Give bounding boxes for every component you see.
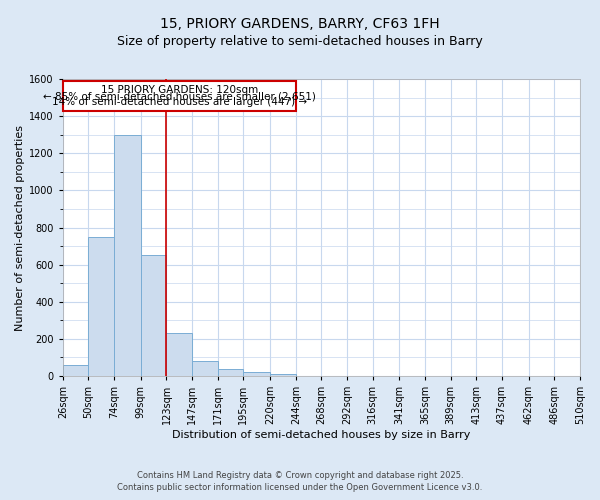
Bar (88, 237, 114, 376)
Bar (63, 365, 88, 376)
Text: 14% of semi-detached houses are larger (447) →: 14% of semi-detached houses are larger (… (52, 96, 307, 106)
Bar (244, 372, 270, 376)
Bar (141, 256, 166, 376)
Text: ← 85% of semi-detached houses are smaller (2,651): ← 85% of semi-detached houses are smalle… (43, 91, 316, 101)
Bar (192, 361, 218, 376)
Y-axis label: Number of semi-detached properties: Number of semi-detached properties (15, 124, 25, 330)
Text: Contains HM Land Registry data © Crown copyright and database right 2025.
Contai: Contains HM Land Registry data © Crown c… (118, 471, 482, 492)
Text: 15 PRIORY GARDENS: 120sqm: 15 PRIORY GARDENS: 120sqm (101, 84, 258, 94)
Text: 15, PRIORY GARDENS, BARRY, CF63 1FH: 15, PRIORY GARDENS, BARRY, CF63 1FH (160, 18, 440, 32)
Text: Size of property relative to semi-detached houses in Barry: Size of property relative to semi-detach… (117, 35, 483, 48)
X-axis label: Distribution of semi-detached houses by size in Barry: Distribution of semi-detached houses by … (172, 430, 470, 440)
Bar (114, 134, 141, 376)
Bar (166, 334, 192, 376)
Bar (270, 374, 296, 376)
Bar (218, 368, 244, 376)
FancyBboxPatch shape (63, 81, 296, 110)
